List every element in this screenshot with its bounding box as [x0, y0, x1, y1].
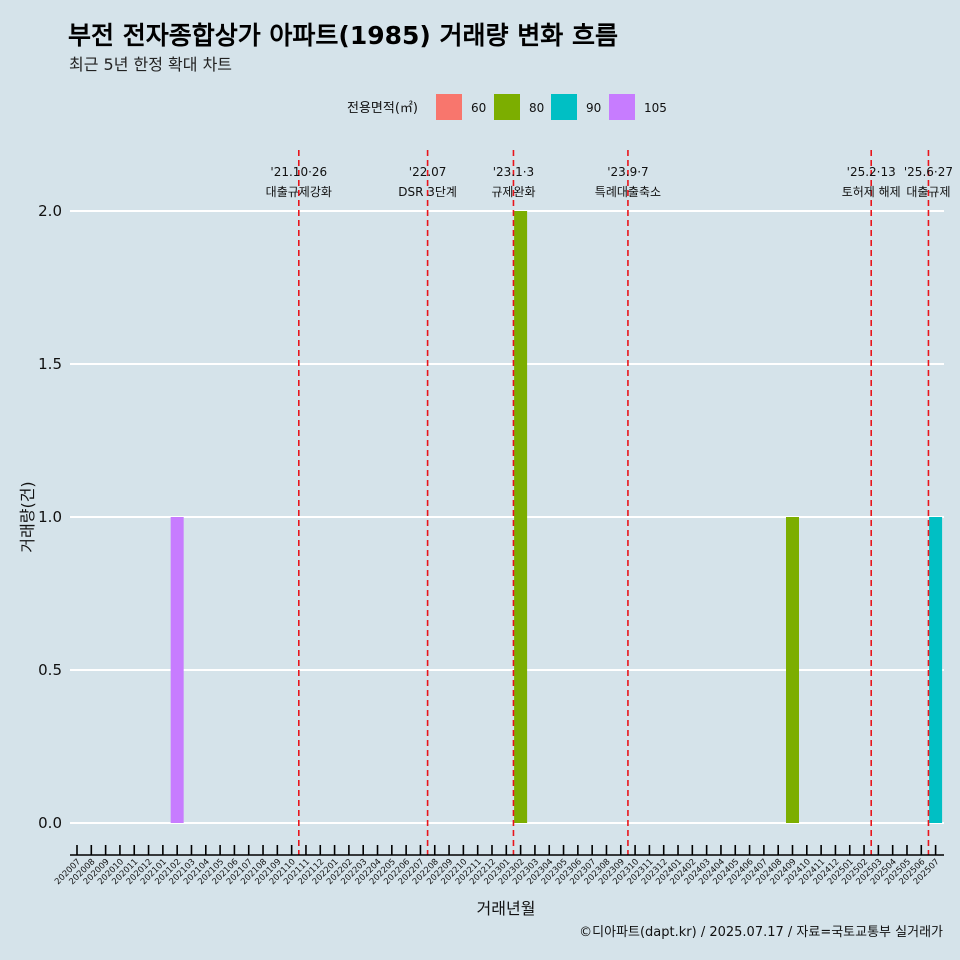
event-label: 대출규제강화	[266, 185, 332, 199]
x-axis-title: 거래년월	[477, 899, 536, 918]
event-label: DSR 3단계	[398, 185, 457, 199]
legend-title: 전용면적(㎡)	[347, 101, 418, 116]
legend-swatch-105	[609, 94, 635, 120]
bar-202507	[929, 517, 943, 823]
caption: ©디아파트(dapt.kr) / 2025.07.17 / 자료=국토교통부 실…	[579, 925, 943, 940]
legend-label-60: 60	[471, 101, 486, 115]
event-label: 토허제 해제	[842, 185, 901, 199]
event-date: '21.10·26	[270, 165, 327, 179]
event-date: '23.1·3	[493, 165, 534, 179]
legend-swatch-60	[436, 94, 462, 120]
legend-swatch-90	[551, 94, 577, 120]
event-label: 대출규제	[906, 185, 950, 199]
y-tick-label: 2.0	[38, 202, 62, 220]
y-tick-label: 0.5	[38, 661, 62, 679]
bar-202302	[514, 211, 528, 823]
y-tick-label: 1.0	[38, 508, 62, 526]
legend-label-80: 80	[529, 101, 544, 115]
y-axis-title: 거래량(건)	[18, 481, 37, 552]
legend-label-90: 90	[586, 101, 601, 115]
event-date: '22.07	[409, 165, 447, 179]
event-label: 규제완화	[491, 185, 535, 199]
bar-202409	[786, 517, 799, 823]
event-date: '25.2·13	[847, 165, 896, 179]
legend-swatch-80	[494, 94, 520, 120]
chart-title: 부전 전자종합상가 아파트(1985) 거래량 변화 흐름	[68, 21, 618, 50]
bar-202102	[170, 517, 184, 823]
event-label: 특례대출축소	[595, 185, 661, 199]
legend-label-105: 105	[644, 101, 667, 115]
y-tick-label: 0.0	[38, 814, 62, 832]
event-date: '23.9·7	[607, 165, 648, 179]
chart-subtitle: 최근 5년 한정 확대 차트	[69, 55, 232, 74]
y-tick-label: 1.5	[38, 355, 62, 373]
legend: 전용면적(㎡) 60 80 90 105	[347, 94, 667, 120]
event-date: '25.6·27	[904, 165, 953, 179]
